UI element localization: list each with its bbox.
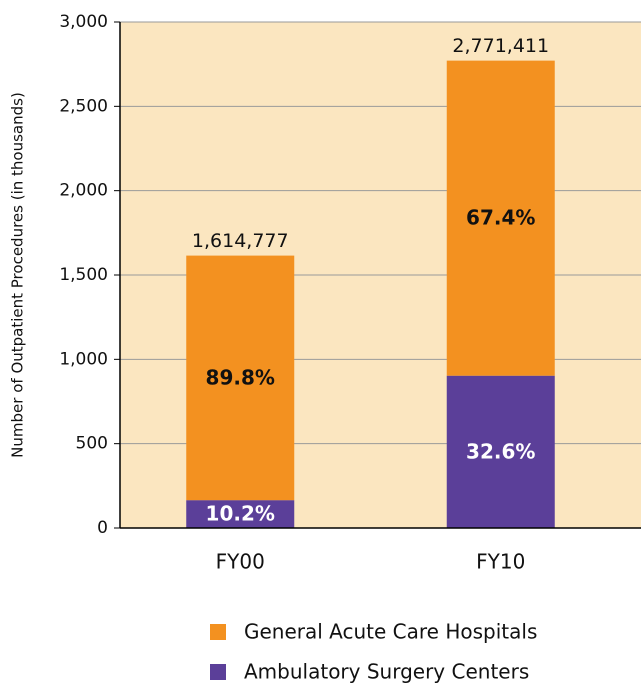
legend-swatch xyxy=(210,664,226,680)
share-label: 32.6% xyxy=(466,439,535,463)
y-tick-label: 3,000 xyxy=(59,12,108,32)
share-label: 10.2% xyxy=(206,502,275,526)
y-tick-label: 2,000 xyxy=(59,181,108,201)
x-tick-label: FY10 xyxy=(476,550,525,574)
y-tick-label: 2,500 xyxy=(59,96,108,116)
bar-segment xyxy=(446,375,555,528)
legend-label: General Acute Care Hospitals xyxy=(244,620,537,644)
bar-segment xyxy=(186,500,295,528)
share-label: 67.4% xyxy=(466,206,535,230)
legend-label: Ambulatory Surgery Centers xyxy=(244,660,529,684)
total-label: 1,614,777 xyxy=(192,230,289,252)
bar-segment xyxy=(186,255,295,501)
x-tick-label: FY00 xyxy=(216,550,265,574)
share-label: 89.8% xyxy=(206,365,275,389)
y-tick-label: 1,500 xyxy=(59,265,108,285)
y-tick-label: 1,000 xyxy=(59,349,108,369)
y-tick-label: 500 xyxy=(76,434,108,454)
total-label: 2,771,411 xyxy=(452,35,549,57)
y-axis-label: Number of Outpatient Procedures (in thou… xyxy=(9,92,27,458)
y-tick-label: 0 xyxy=(97,518,108,538)
legend-swatch xyxy=(210,624,226,640)
bar-segment xyxy=(446,60,555,376)
